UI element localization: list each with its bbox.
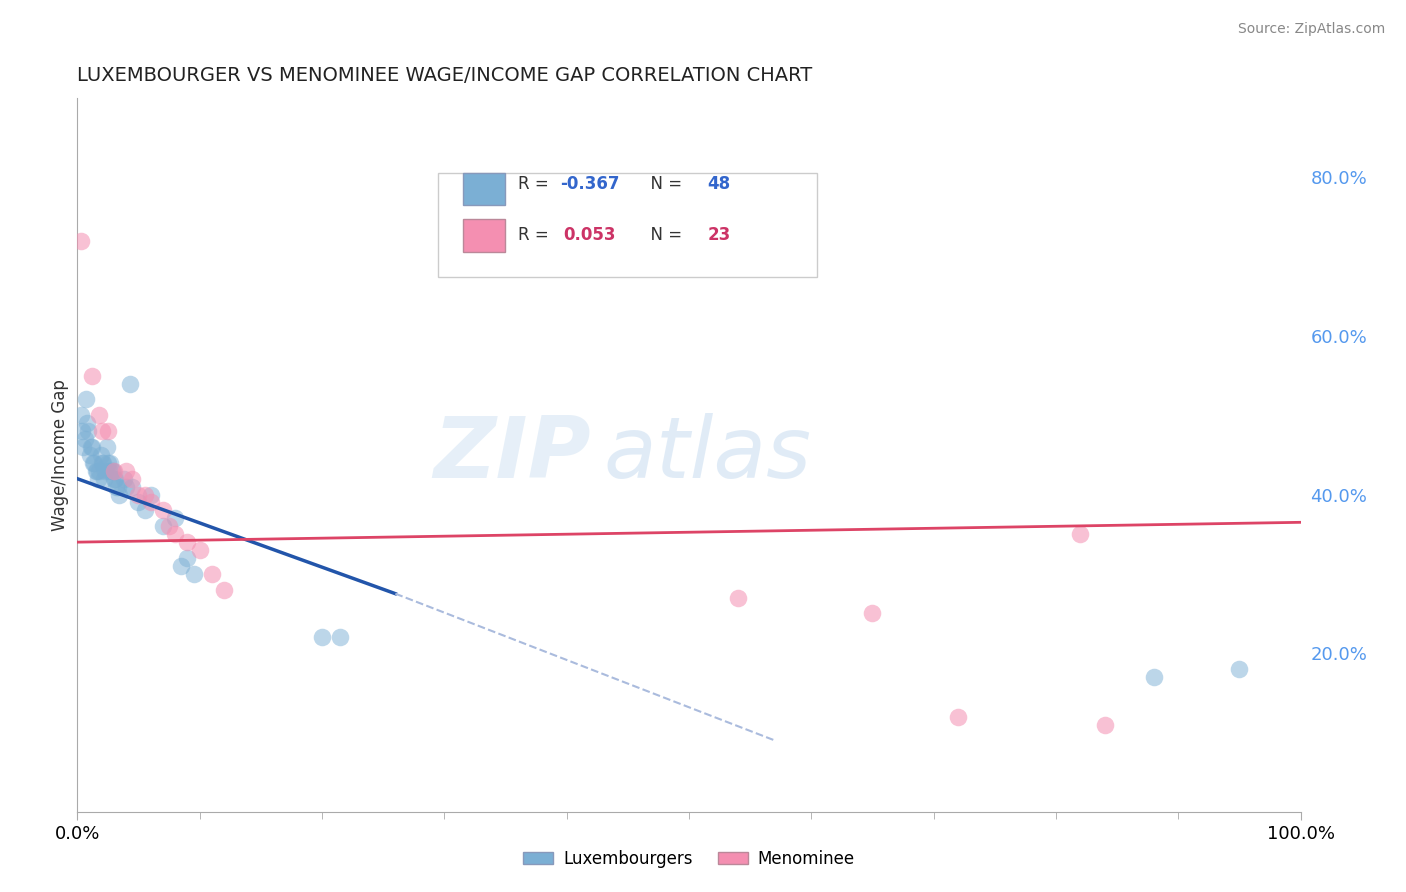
Point bbox=[72, 440, 94, 454]
Text: N =: N = bbox=[640, 175, 688, 193]
Point bbox=[76, 416, 98, 430]
Point bbox=[86, 464, 108, 478]
Point bbox=[80, 368, 103, 383]
Text: N =: N = bbox=[640, 227, 688, 244]
Point bbox=[104, 472, 127, 486]
Point bbox=[82, 456, 104, 470]
Point bbox=[183, 566, 205, 581]
Point bbox=[91, 456, 114, 470]
Point bbox=[70, 409, 93, 423]
Text: 0.053: 0.053 bbox=[562, 227, 616, 244]
Point bbox=[79, 448, 101, 462]
Y-axis label: Wage/Income Gap: Wage/Income Gap bbox=[51, 379, 69, 531]
Point bbox=[73, 432, 96, 446]
Point bbox=[107, 480, 129, 494]
Point bbox=[165, 511, 187, 525]
Point bbox=[80, 440, 103, 454]
Point bbox=[96, 440, 118, 454]
Point bbox=[105, 480, 128, 494]
Point bbox=[103, 472, 125, 486]
Point bbox=[103, 464, 125, 478]
Point bbox=[97, 424, 120, 438]
Point bbox=[727, 591, 749, 605]
Point bbox=[128, 487, 150, 501]
Point bbox=[101, 464, 124, 478]
Text: atlas: atlas bbox=[603, 413, 811, 497]
Point bbox=[170, 558, 193, 573]
Point bbox=[112, 472, 135, 486]
Point bbox=[98, 456, 121, 470]
Text: -0.367: -0.367 bbox=[561, 175, 620, 193]
Point bbox=[89, 464, 111, 478]
Legend: Luxembourgers, Menominee: Luxembourgers, Menominee bbox=[516, 844, 862, 875]
Point bbox=[98, 464, 121, 478]
FancyBboxPatch shape bbox=[463, 173, 506, 205]
Point bbox=[89, 409, 111, 423]
Point bbox=[83, 456, 105, 470]
Point bbox=[176, 535, 198, 549]
FancyBboxPatch shape bbox=[439, 173, 817, 277]
Text: R =: R = bbox=[517, 227, 554, 244]
Point bbox=[121, 472, 143, 486]
Point bbox=[87, 472, 110, 486]
Point bbox=[75, 392, 97, 407]
Point bbox=[134, 487, 156, 501]
Point bbox=[152, 519, 174, 533]
Point bbox=[118, 376, 141, 391]
Point bbox=[188, 543, 211, 558]
Point bbox=[311, 630, 333, 644]
Point bbox=[157, 519, 180, 533]
Point bbox=[97, 456, 120, 470]
Point bbox=[80, 440, 103, 454]
Point bbox=[1143, 670, 1166, 684]
Point bbox=[201, 566, 224, 581]
Point bbox=[1094, 717, 1116, 731]
Point bbox=[128, 495, 150, 509]
Point bbox=[139, 487, 162, 501]
Point bbox=[946, 709, 969, 723]
Point bbox=[176, 551, 198, 566]
Point bbox=[329, 630, 352, 644]
Point bbox=[90, 448, 112, 462]
Point bbox=[70, 234, 93, 248]
Point bbox=[94, 464, 117, 478]
FancyBboxPatch shape bbox=[463, 219, 506, 252]
Point bbox=[84, 464, 107, 478]
Text: Source: ZipAtlas.com: Source: ZipAtlas.com bbox=[1237, 22, 1385, 37]
Point bbox=[212, 582, 235, 597]
Point bbox=[1069, 527, 1091, 541]
Text: 48: 48 bbox=[707, 175, 730, 193]
Point bbox=[93, 472, 115, 486]
Text: R =: R = bbox=[517, 175, 554, 193]
Point bbox=[108, 487, 131, 501]
Point bbox=[165, 527, 187, 541]
Point bbox=[152, 503, 174, 517]
Point bbox=[90, 424, 112, 438]
Point bbox=[115, 464, 138, 478]
Point bbox=[70, 424, 93, 438]
Text: ZIP: ZIP bbox=[433, 413, 591, 497]
Point bbox=[115, 480, 138, 494]
Text: 23: 23 bbox=[707, 227, 731, 244]
Point bbox=[134, 503, 156, 517]
Point bbox=[1229, 662, 1251, 676]
Point bbox=[90, 456, 112, 470]
Text: LUXEMBOURGER VS MENOMINEE WAGE/INCOME GAP CORRELATION CHART: LUXEMBOURGER VS MENOMINEE WAGE/INCOME GA… bbox=[77, 66, 813, 86]
Point bbox=[862, 607, 884, 621]
Point bbox=[77, 424, 100, 438]
Point bbox=[121, 480, 143, 494]
Point bbox=[139, 495, 162, 509]
Point bbox=[100, 464, 122, 478]
